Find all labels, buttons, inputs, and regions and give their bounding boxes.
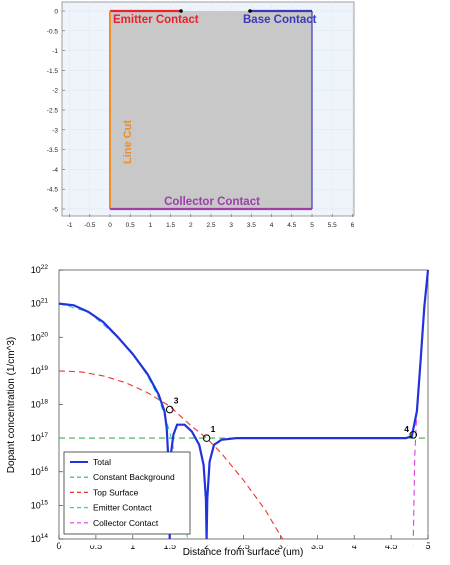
y-tick-label: 1019 xyxy=(31,365,49,376)
series-emitter-contact xyxy=(58,303,189,546)
x-tick-label: 0.5 xyxy=(90,541,103,551)
geo-y-tick-label: -2.5 xyxy=(47,108,59,115)
y-tick-label: 1017 xyxy=(31,432,49,443)
x-tick-label: 3.5 xyxy=(311,541,324,551)
legend-box xyxy=(63,451,191,535)
y-tick-label: 1015 xyxy=(31,499,49,510)
x-axis-label: Distance from surface (um) xyxy=(183,547,304,558)
geo-x-tick-label: 5.5 xyxy=(328,222,337,229)
series-top-surface xyxy=(58,370,289,547)
geo-x-tick-label: 2.5 xyxy=(206,222,215,229)
y-tick-label: 1014 xyxy=(31,533,49,544)
annotation-label: 1 xyxy=(211,424,216,434)
annotation-marker xyxy=(165,405,174,414)
geo-x-tick-label: -1 xyxy=(67,222,73,229)
geo-x-tick-label: 1 xyxy=(149,222,153,229)
geo-x-tick-label: 3 xyxy=(229,222,233,229)
geo-y-tick-label: -4 xyxy=(52,167,58,174)
x-tick-label: 2 xyxy=(204,541,209,551)
legend-entry-label: Top Surface xyxy=(93,487,139,497)
y-tick-label: 1018 xyxy=(31,399,49,410)
geo-y-tick-label: -1 xyxy=(52,48,58,55)
annotation-label: 4 xyxy=(404,424,409,434)
geo-x-tick-label: 6 xyxy=(351,222,355,229)
chart-legend: Total Constant Background Top Surface Emitt… xyxy=(63,451,191,535)
geo-x-tick-label: 4.5 xyxy=(287,222,296,229)
geo-x-tick-label: 3.5 xyxy=(247,222,256,229)
x-tick-label: 5 xyxy=(425,541,430,551)
legend-entry-label: Constant Background xyxy=(93,472,175,482)
geo-x-tick-label: 4 xyxy=(270,222,274,229)
dopant-concentration-chart: 0 0.5 1 1.5 2 2.5 3 3.5 4 4.5 5 1014 1015 1016 1017 10… xyxy=(6,264,431,558)
x-tick-label: 4 xyxy=(352,541,357,551)
y-tick-label: 1021 xyxy=(31,298,49,309)
x-tick-label: 0 xyxy=(56,541,61,551)
x-tick-label: 3 xyxy=(278,541,283,551)
annotation-marker xyxy=(409,430,418,439)
x-tick-label: 1.5 xyxy=(163,541,176,551)
geo-y-tick-label: -3 xyxy=(52,127,58,134)
geo-y-tick-label: -2 xyxy=(52,88,58,95)
base-endpoint-marker xyxy=(248,9,252,13)
geo-x-tick-label: 0 xyxy=(108,222,112,229)
geo-y-tick-label: -3.5 xyxy=(47,147,59,154)
geo-y-tick-label: -4.5 xyxy=(47,187,59,194)
y-tick-label: 1016 xyxy=(31,466,49,477)
geo-x-tick-label: -0.5 xyxy=(84,222,96,229)
axis-clip-cover xyxy=(60,539,427,546)
line-cut-label: Line Cut xyxy=(122,120,134,164)
x-tick-label: 4.5 xyxy=(385,541,398,551)
device-domain xyxy=(110,11,312,209)
annotation-marker xyxy=(202,434,211,442)
geo-x-tick-label: 1.5 xyxy=(166,222,175,229)
x-tick-label: 1 xyxy=(130,541,135,551)
y-tick-label: 1020 xyxy=(31,331,49,342)
y-tick-label: 1022 xyxy=(31,264,49,275)
series-total xyxy=(58,269,430,540)
geo-x-tick-label: 5 xyxy=(310,222,314,229)
collector-contact-label: Collector Contact xyxy=(164,196,260,208)
x-tick-label: 2.5 xyxy=(237,541,250,551)
geo-x-tick-label: 2 xyxy=(189,222,193,229)
geo-y-tick-label: -1.5 xyxy=(47,68,59,75)
y-axis-label: Dopant concentration (1/cm^3) xyxy=(6,337,17,473)
annotation-label: 3 xyxy=(174,396,179,406)
device-geometry-plot: -1 -0.5 0 0.5 1 1.5 2 2.5 3 3.5 4 4.5 5 5.5 6 0 -0.5 -1 -… xyxy=(47,1,355,229)
emitter-contact-label: Emitter Contact xyxy=(113,14,199,26)
emitter-endpoint-marker xyxy=(179,9,183,13)
legend-entry-label: Emitter Contact xyxy=(93,503,152,513)
geo-x-tick-label: 0.5 xyxy=(126,222,135,229)
geo-y-tick-label: -0.5 xyxy=(47,28,59,35)
geo-y-tick-label: 0 xyxy=(54,9,58,16)
legend-entry-label: Collector Contact xyxy=(93,518,159,528)
geo-y-tick-label: -5 xyxy=(52,207,58,214)
base-contact-label: Base Contact xyxy=(243,14,317,26)
legend-entry-label: Total xyxy=(93,457,111,467)
